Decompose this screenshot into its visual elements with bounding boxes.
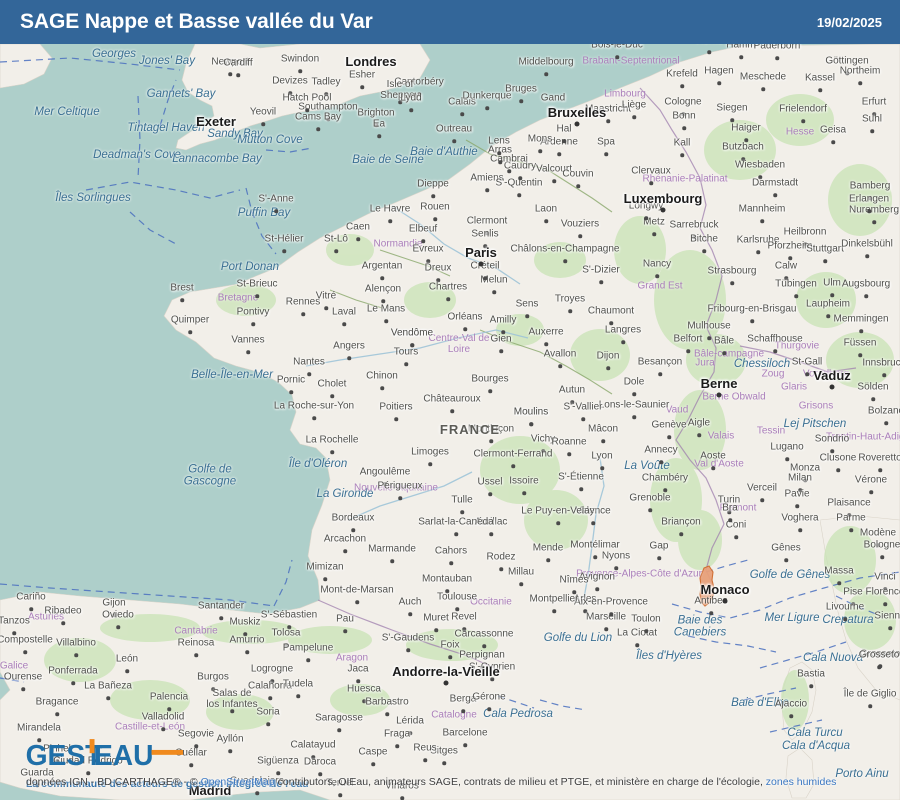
map-attribution[interactable]: données IGN - BD CARTHAGE® - © OpenStree… xyxy=(26,775,892,790)
gest-eau-logo[interactable]: GEST EAU xyxy=(22,738,192,776)
page-header: SAGE Nappe et Basse vallée du Var 19/02/… xyxy=(0,0,900,44)
map-viewport[interactable]: Mer Celtique Golfe de Gascogne Golfe du Lio… xyxy=(0,44,900,800)
attribution-text-0: données IGN - BD CARTHAGE® - © xyxy=(26,775,201,788)
header-date: 19/02/2025 xyxy=(816,14,882,30)
logo-accent-mark xyxy=(89,739,95,754)
attribution-text-2: contributors, OIEau, animateurs SAGE, co… xyxy=(274,775,766,788)
logo-text-eau: EAU xyxy=(94,739,154,771)
attribution-link-1[interactable]: OpenStreetMap xyxy=(200,775,275,788)
logo-text-gest: GEST xyxy=(26,739,103,771)
page-title: SAGE Nappe et Basse vallée du Var xyxy=(20,10,373,33)
attribution-link-3[interactable]: zones humides xyxy=(765,775,837,788)
logo-accent-bar xyxy=(151,749,183,755)
map-footer: GEST EAU La communauté des acteurs de ge… xyxy=(0,736,900,800)
logo-tagline: La communauté des acteurs de gestion int… xyxy=(26,778,309,790)
map-canvas[interactable] xyxy=(0,44,900,800)
